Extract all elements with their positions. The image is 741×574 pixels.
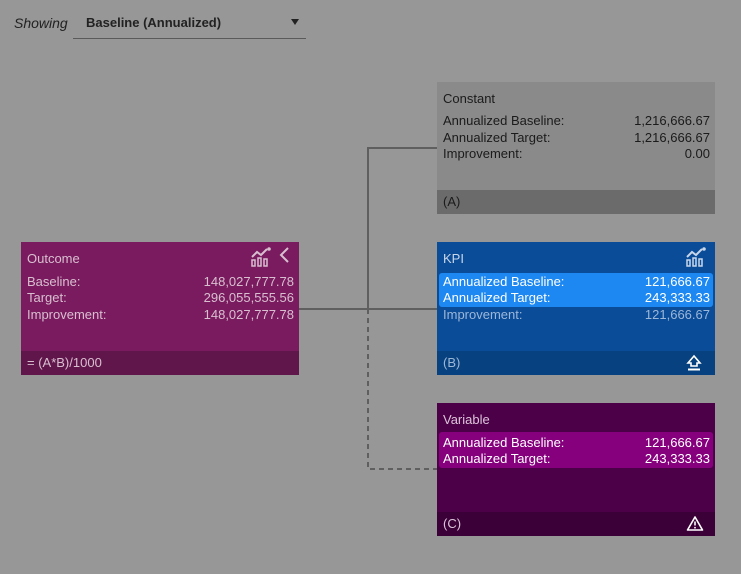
- outcome-row-baseline: Baseline: 148,027,777.78: [27, 274, 294, 289]
- kpi-highlight: [439, 273, 713, 307]
- view-select[interactable]: Baseline (Annualized): [73, 6, 306, 39]
- outcome-node[interactable]: Outcome Baseline: 148,027,777.78 Target:…: [21, 242, 299, 375]
- chevron-left-icon[interactable]: [278, 246, 292, 264]
- connector-to-constant: [367, 147, 437, 309]
- variable-highlight: [439, 432, 713, 468]
- constant-footer: (A): [437, 190, 715, 214]
- view-select-value: Baseline (Annualized): [86, 15, 222, 30]
- constant-row-baseline: Annualized Baseline: 1,216,666.67: [443, 113, 710, 128]
- kpi-row-target: Annualized Target: 243,333.33: [443, 290, 710, 305]
- variable-row-baseline: Annualized Baseline: 121,666.67: [443, 435, 710, 450]
- outcome-row-improvement: Improvement: 148,027,777.78: [27, 307, 294, 322]
- constant-node[interactable]: Constant Annualized Baseline: 1,216,666.…: [437, 82, 715, 214]
- kpi-node[interactable]: KPI Annualized Baseline: 121,666.67 Annu…: [437, 242, 715, 375]
- outcome-formula: = (A*B)/1000: [21, 351, 299, 375]
- kpi-title: KPI: [443, 251, 464, 266]
- constant-row-improvement: Improvement: 0.00: [443, 146, 710, 161]
- kpi-row-improvement: Improvement: 121,666.67: [443, 307, 710, 322]
- variable-node[interactable]: Variable Annualized Baseline: 121,666.67…: [437, 403, 715, 536]
- variable-title: Variable: [443, 412, 490, 427]
- warning-icon[interactable]: [686, 515, 704, 532]
- chart-icon[interactable]: [685, 247, 707, 267]
- chart-icon[interactable]: [250, 247, 272, 267]
- variable-footer-label: (C): [443, 516, 462, 531]
- kpi-row-baseline: Annualized Baseline: 121,666.67: [443, 274, 710, 289]
- upload-icon[interactable]: [686, 354, 702, 372]
- kpi-footer-label: (B): [443, 355, 461, 370]
- constant-row-target: Annualized Target: 1,216,666.67: [443, 130, 710, 145]
- showing-label: Showing: [14, 15, 68, 31]
- outcome-title: Outcome: [27, 251, 80, 266]
- connector-to-variable: [367, 309, 437, 470]
- variable-footer: (C): [437, 512, 715, 536]
- kpi-footer: (B): [437, 351, 715, 375]
- caret-down-icon: [291, 19, 299, 25]
- outcome-row-target: Target: 296,055,555.56: [27, 290, 294, 305]
- constant-title: Constant: [443, 91, 496, 106]
- variable-row-target: Annualized Target: 243,333.33: [443, 451, 710, 466]
